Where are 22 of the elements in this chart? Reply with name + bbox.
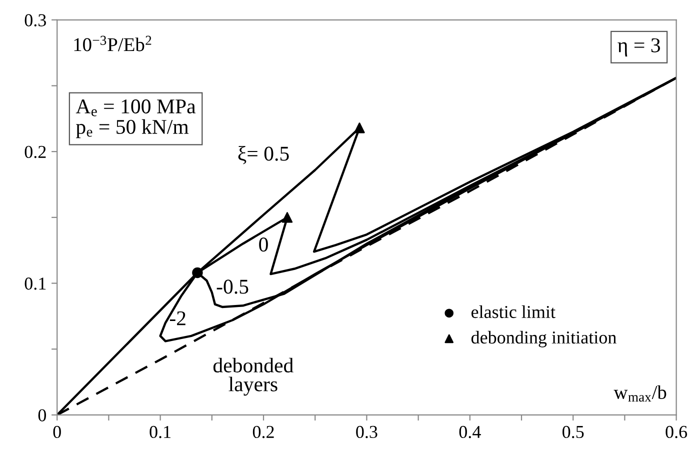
x-tick-label: 0.5 [562, 426, 584, 438]
annotation: A$_{e}$ = 100 MPa p$_{e}$ = 50 kN/m [76, 99, 196, 138]
x-tick-label: 0.6 [666, 426, 688, 438]
y-axis-title: 10$^{−3}$P/Eb$^{2}$ [74, 36, 152, 52]
y-tick-label: 0.2 [24, 146, 46, 158]
x-axis-title: w$_{max}$/b [614, 385, 666, 402]
y-tick-label: 0.1 [24, 278, 46, 290]
series-label: debonded layers [213, 358, 294, 396]
annotation: η = 3 [618, 38, 660, 57]
series-label: 0 [259, 238, 268, 252]
x-tick-label: 0.3 [356, 426, 378, 438]
x-tick-label: 0 [53, 426, 61, 438]
y-tick-label: 0 [38, 409, 46, 422]
x-tick-label: 0.4 [459, 426, 481, 438]
y-tick-label: 0.3 [24, 14, 46, 26]
x-tick-label: 0.2 [252, 426, 274, 438]
series-label: -0.5 [216, 280, 248, 294]
series-label: ξ= 0.5 [238, 146, 289, 164]
legend-label: elastic limit [471, 305, 556, 318]
x-tick-label: 0.1 [150, 426, 171, 438]
series-label: -2 [170, 311, 186, 326]
legend-label: debonding initiation [471, 330, 616, 348]
